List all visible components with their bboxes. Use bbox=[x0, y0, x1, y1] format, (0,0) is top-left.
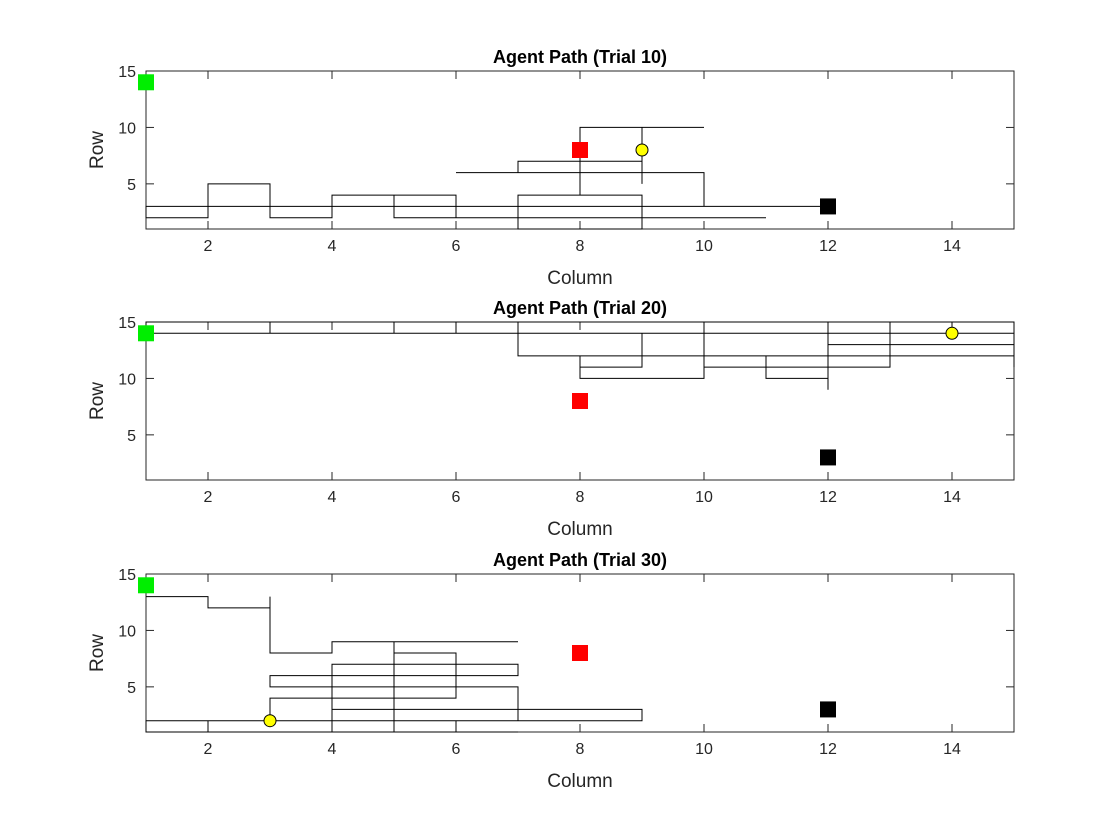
agent-path-line bbox=[145, 596, 643, 733]
y-tick-label: 10 bbox=[118, 623, 136, 640]
agent-marker bbox=[635, 143, 649, 157]
agent-marker bbox=[263, 714, 277, 728]
x-axis-label: Column bbox=[547, 519, 612, 540]
obstacle-marker bbox=[572, 142, 588, 158]
x-tick-label: 8 bbox=[576, 741, 585, 758]
x-tick-label: 2 bbox=[204, 741, 213, 758]
x-axis-label: Column bbox=[547, 771, 612, 792]
obstacle-marker bbox=[572, 645, 588, 661]
y-tick-label: 10 bbox=[118, 371, 136, 388]
y-axis-label: Row bbox=[87, 382, 108, 420]
y-tick-label: 5 bbox=[127, 428, 136, 445]
y-tick-label: 5 bbox=[127, 680, 136, 697]
chart-title: Agent Path (Trial 30) bbox=[493, 550, 667, 570]
x-tick-label: 6 bbox=[452, 489, 461, 506]
x-tick-label: 10 bbox=[695, 741, 713, 758]
y-axis-label: Row bbox=[87, 131, 108, 169]
y-tick-label: 15 bbox=[118, 567, 136, 584]
x-tick-label: 8 bbox=[576, 238, 585, 255]
x-tick-label: 4 bbox=[328, 741, 337, 758]
goal-marker bbox=[820, 701, 836, 718]
agent-marker bbox=[945, 326, 959, 340]
x-tick-label: 12 bbox=[819, 238, 837, 255]
x-tick-label: 12 bbox=[819, 489, 837, 506]
x-axis-label: Column bbox=[547, 268, 612, 289]
x-tick-label: 12 bbox=[819, 741, 837, 758]
x-tick-label: 10 bbox=[695, 489, 713, 506]
y-tick-label: 15 bbox=[118, 315, 136, 332]
x-tick-label: 14 bbox=[943, 238, 961, 255]
x-tick-label: 6 bbox=[452, 741, 461, 758]
x-tick-label: 14 bbox=[943, 741, 961, 758]
y-axis-label: Row bbox=[87, 634, 108, 672]
y-tick-label: 10 bbox=[118, 120, 136, 137]
x-tick-label: 2 bbox=[204, 238, 213, 255]
subplot-2: 2 4 6 8 10 12 14 5 10 15 Agent Path (Trial 20) Colu… bbox=[87, 298, 1015, 540]
obstacle-marker bbox=[572, 393, 588, 409]
subplot-3: 2 4 6 8 10 12 14 5 10 15 Agent Path (Trial 30) Colu… bbox=[87, 550, 1015, 792]
y-tick-label: 5 bbox=[127, 177, 136, 194]
x-tick-label: 4 bbox=[328, 489, 337, 506]
agent-path-line bbox=[145, 126, 828, 230]
x-tick-label: 14 bbox=[943, 489, 961, 506]
y-tick-label: 15 bbox=[118, 64, 136, 81]
x-tick-label: 10 bbox=[695, 238, 713, 255]
subplot-1: 2 4 6 8 10 12 14 5 10 15 Agent Path (Trial 10) Colu… bbox=[87, 47, 1015, 289]
start-marker bbox=[138, 325, 154, 342]
chart-title: Agent Path (Trial 10) bbox=[493, 47, 667, 67]
start-marker bbox=[138, 577, 154, 594]
x-tick-label: 8 bbox=[576, 489, 585, 506]
x-tick-label: 2 bbox=[204, 489, 213, 506]
x-tick-label: 6 bbox=[452, 238, 461, 255]
agent-path-line bbox=[145, 321, 1015, 390]
chart-title: Agent Path (Trial 20) bbox=[493, 298, 667, 318]
goal-marker bbox=[820, 198, 836, 215]
x-tick-label: 4 bbox=[328, 238, 337, 255]
goal-marker bbox=[820, 449, 836, 466]
start-marker bbox=[138, 74, 154, 91]
